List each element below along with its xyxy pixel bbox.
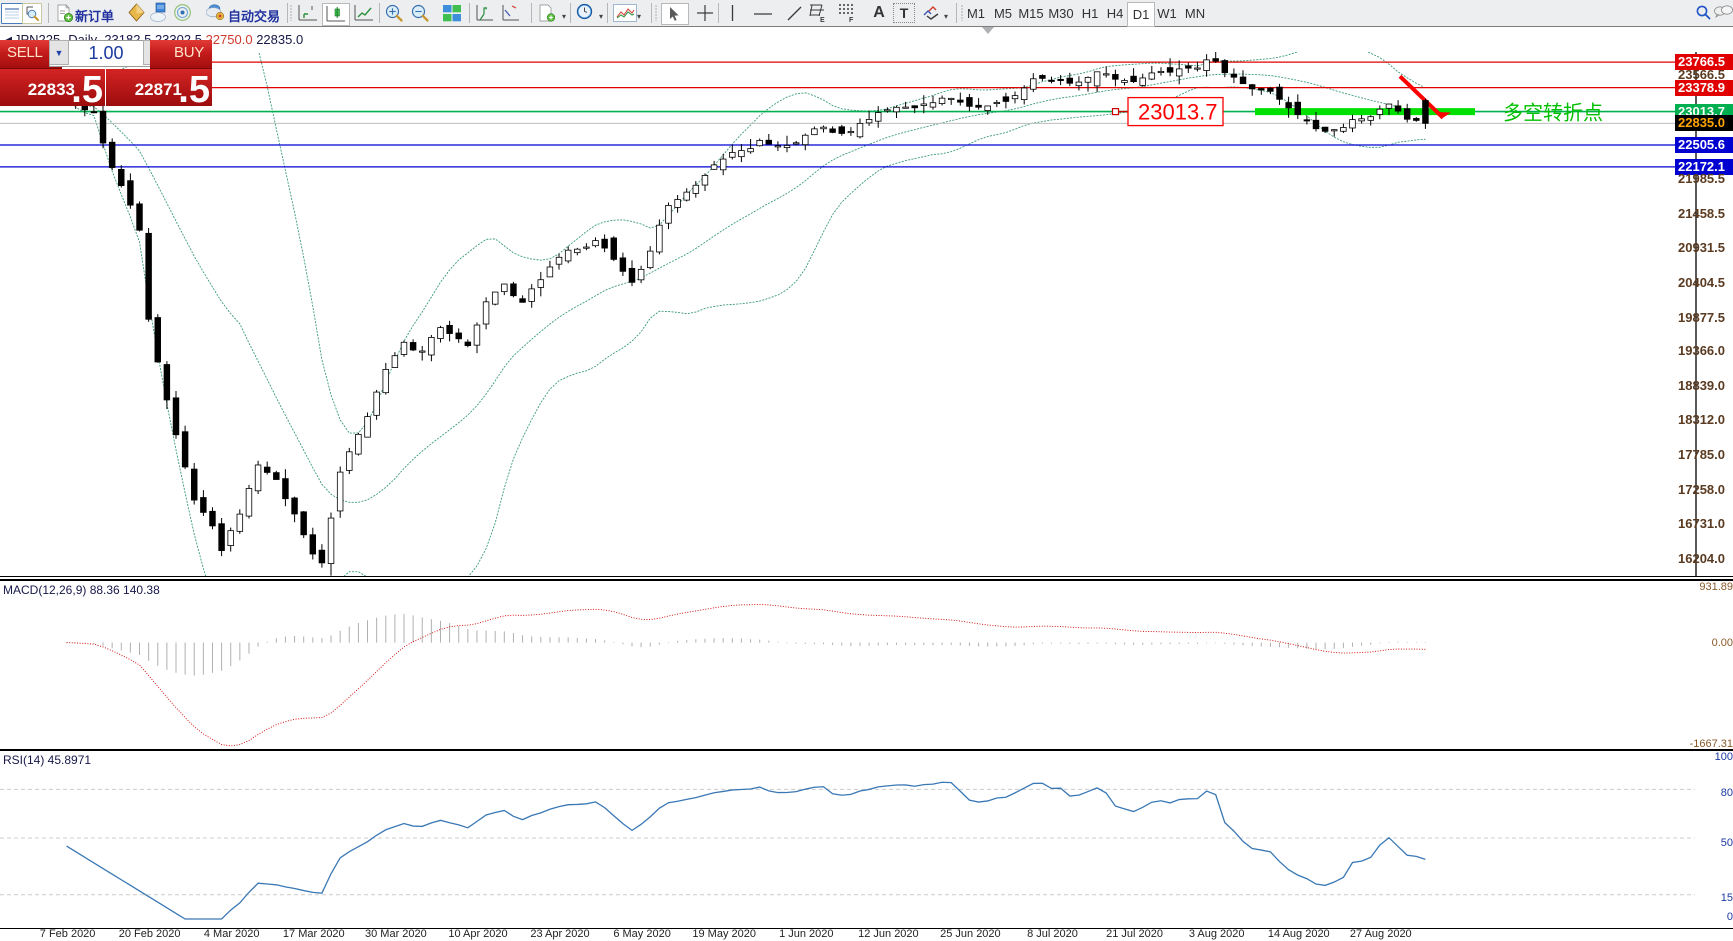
- svg-text:E: E: [820, 17, 825, 23]
- svg-text:23013.7: 23013.7: [1138, 100, 1218, 125]
- svg-text:多空转折点: 多空转折点: [1503, 102, 1603, 125]
- svg-text:F: F: [849, 17, 854, 23]
